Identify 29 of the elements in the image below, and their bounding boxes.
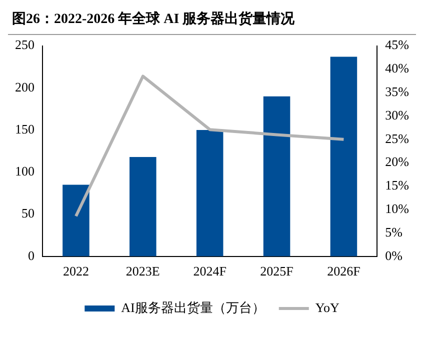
y2-tick-label: 25% (385, 130, 410, 146)
x-tick-label: 2023E (126, 264, 160, 279)
y2-tick-label: 0% (385, 248, 403, 263)
y2-tick-label: 40% (385, 60, 410, 76)
y2-tick-label: 20% (385, 154, 410, 170)
y2-tick-label: 15% (385, 178, 410, 193)
y2-tick-label: 5% (385, 224, 403, 240)
y2-tick-label: 35% (385, 84, 410, 100)
y2-tick-label: 30% (385, 107, 410, 122)
y-tick-label: 150 (15, 121, 34, 136)
x-tick-label: 2022 (62, 264, 89, 279)
x-tick-label: 2024F (193, 264, 226, 279)
bar (62, 184, 90, 256)
y2-tick-label: 10% (385, 201, 410, 216)
y-tick-label: 100 (15, 164, 34, 179)
bar (263, 96, 290, 256)
bar (130, 156, 156, 256)
y-tick-label: 0 (28, 248, 34, 263)
legend-label: YoY (315, 300, 340, 315)
y2-tick-label: 45% (385, 37, 410, 52)
y-tick-label: 250 (15, 37, 34, 52)
x-tick-label: 2025F (260, 264, 294, 279)
bar (330, 56, 358, 256)
y-tick-label: 50 (22, 206, 34, 221)
legend-label: AI服务器出货量（万台） (121, 300, 265, 315)
bar (196, 130, 224, 256)
x-tick-label: 2026F (327, 264, 360, 279)
y-tick-label: 200 (15, 79, 34, 94)
chart-title: 图26：2022-2026 年全球 AI 服务器出货量情况 (8, 8, 416, 35)
